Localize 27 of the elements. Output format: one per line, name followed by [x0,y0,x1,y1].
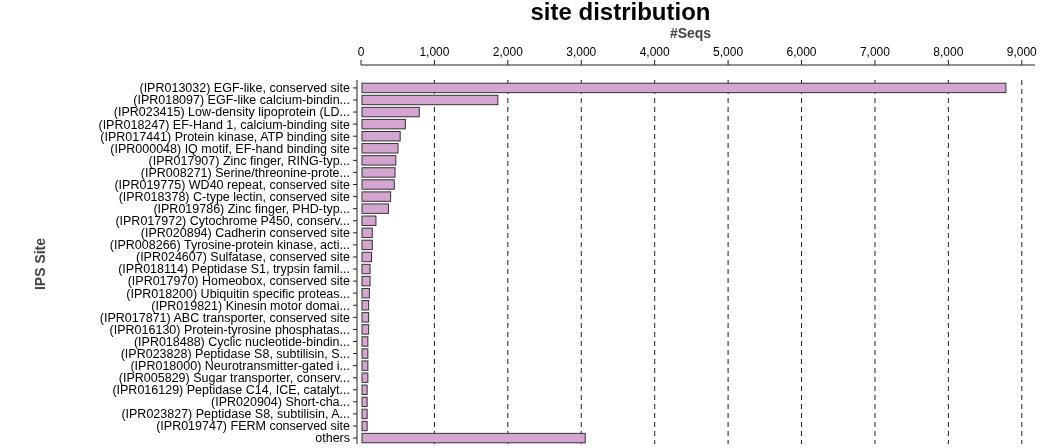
x-tick-label: 6,000 [786,45,817,59]
bar [361,396,368,408]
x-tick-label: 1,000 [419,45,450,59]
x-tick-label: 0 [357,45,365,59]
y-tick-label: (IPR013032) EGF-like, conserved site [139,81,351,96]
x-tick-label: 7,000 [859,45,891,59]
x-tick-label: 9,000 [1006,45,1038,59]
bar [361,432,586,444]
x-tick-label: 5,000 [713,45,744,59]
bar [361,82,1007,94]
y-axis-title: IPS Site [32,237,48,291]
bar [361,106,420,118]
y-tick-label: others [315,431,350,446]
bar [361,94,499,106]
bar [361,275,371,287]
x-tick-label: 4,000 [639,45,671,59]
bar [361,251,373,263]
x-tick-label: 8,000 [933,45,964,59]
bar [361,263,371,275]
bar [361,239,373,251]
bar [361,118,406,130]
x-tick-label: 2,000 [492,45,524,59]
x-axis-title: #Seqs [669,25,712,41]
chart-title: site distribution [530,0,711,25]
bar [361,420,368,432]
x-tick-label: 3,000 [566,45,597,59]
bar [361,408,368,420]
